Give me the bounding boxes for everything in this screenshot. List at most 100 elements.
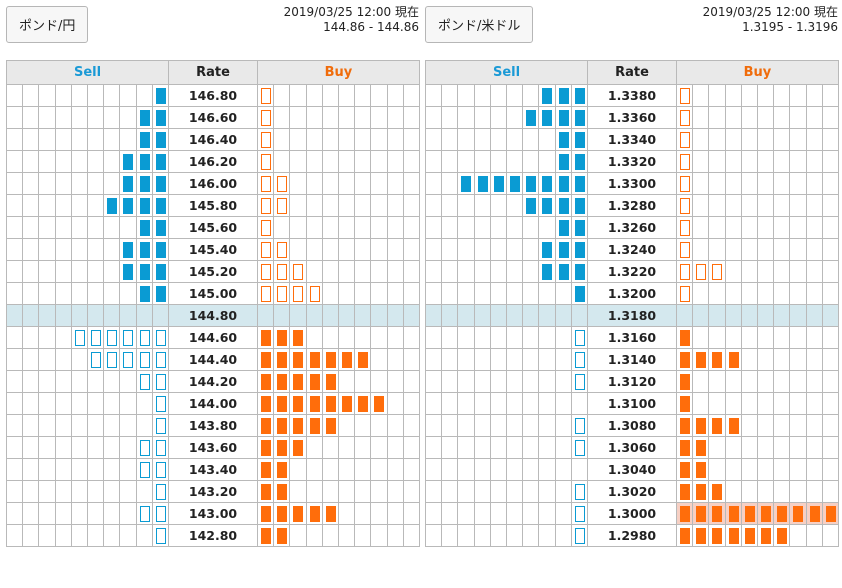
buy-cell [337, 502, 356, 525]
sell-cell [554, 414, 572, 437]
sell-cell [86, 524, 105, 547]
sell-cell [70, 348, 88, 371]
sell-cell [505, 106, 524, 129]
buy-cell [256, 128, 275, 151]
sell-cell [70, 238, 88, 261]
buy-cell [402, 480, 420, 503]
sell-cell [86, 436, 105, 459]
sell-cell [554, 128, 572, 151]
buy-volume-block [680, 198, 690, 214]
buy-cell [724, 282, 742, 305]
sell-cell [70, 414, 88, 437]
sell-cell [22, 414, 40, 437]
buy-cell [740, 392, 758, 415]
buy-cell [821, 238, 839, 261]
buy-cell [821, 150, 839, 173]
buy-cell [756, 348, 775, 371]
sell-cell [5, 128, 24, 151]
table-row: 146.20 [5, 150, 420, 173]
sell-cell [38, 128, 56, 151]
buy-cell [708, 128, 726, 151]
buy-cell [370, 216, 388, 239]
sell-cell [54, 414, 72, 437]
sell-cell [457, 436, 475, 459]
buy-cell [402, 458, 420, 481]
buy-cell [354, 524, 372, 547]
buy-volume-block [680, 462, 690, 478]
sell-cell [70, 304, 88, 327]
buy-cell [805, 480, 823, 503]
buy-cell [789, 128, 807, 151]
sell-cell [489, 502, 507, 525]
order-book-table: Sell Rate Buy 1.3380 1.3360 1.3340 1.3320 1.330… [424, 60, 839, 547]
buy-cell [370, 370, 388, 393]
buy-cell [805, 172, 823, 195]
sell-cell [22, 150, 40, 173]
sell-cell [135, 216, 153, 239]
currency-pair-button-gbpusd[interactable]: ポンド/米ドル [425, 6, 534, 43]
buy-volume-block [277, 242, 288, 258]
buy-volume-block [261, 418, 271, 434]
buy-volume-block [680, 374, 690, 390]
buy-cell [724, 348, 742, 371]
buy-cell [386, 128, 404, 151]
sell-cell [5, 436, 24, 459]
sell-cell [135, 458, 153, 481]
buy-volume-block [696, 264, 707, 280]
buy-cell [821, 414, 839, 437]
sell-cell [54, 150, 72, 173]
sell-cell [522, 392, 540, 415]
sell-volume-block [574, 440, 585, 456]
sell-cell [5, 392, 24, 415]
sell-volume-block [155, 418, 166, 434]
sell-cell [103, 84, 121, 107]
sell-cell [38, 106, 56, 129]
buy-cell [821, 370, 839, 393]
buy-cell [692, 348, 710, 371]
buy-cell [805, 348, 823, 371]
sell-volume-block [74, 330, 85, 346]
sell-cell [86, 370, 105, 393]
sell-cell [457, 304, 475, 327]
sell-volume-block [461, 176, 472, 192]
sell-cell [86, 348, 105, 371]
buy-cell [740, 348, 758, 371]
buy-cell [354, 348, 372, 371]
sell-cell [54, 106, 72, 129]
sell-cell [441, 150, 459, 173]
sell-cell [522, 106, 540, 129]
buy-column-header: Buy [676, 60, 839, 85]
buy-cell [321, 238, 339, 261]
buy-cell [805, 84, 823, 107]
buy-volume-block [680, 132, 690, 148]
sell-cell [538, 194, 556, 217]
sell-cell [424, 392, 443, 415]
sell-cell [5, 84, 24, 107]
sell-cell [489, 172, 507, 195]
sell-cell [505, 260, 524, 283]
sell-cell [70, 370, 88, 393]
table-row: 145.60 [5, 216, 420, 239]
sell-volume-block [574, 484, 585, 500]
sell-cell [22, 480, 40, 503]
buy-cell [305, 150, 323, 173]
sell-cell [457, 370, 475, 393]
buy-cell [692, 370, 710, 393]
sell-cell [457, 282, 475, 305]
buy-cell [273, 392, 291, 415]
buy-volume-block [712, 264, 723, 280]
sell-cell [538, 326, 556, 349]
buy-cell [724, 370, 742, 393]
quote-info: 2019/03/25 12:00 現在 144.86 - 144.86 [284, 5, 419, 35]
table-row: 1.3340 [424, 128, 839, 151]
buy-cell [305, 370, 323, 393]
buy-cell [708, 304, 726, 327]
currency-pair-button-gbpjpy[interactable]: ポンド/円 [6, 6, 89, 43]
table-row: 1.3060 [424, 436, 839, 459]
buy-volume-block [680, 286, 690, 302]
rate-value: 1.3280 [587, 194, 677, 217]
sell-cell [570, 238, 589, 261]
sell-cell [473, 458, 491, 481]
buy-column-header: Buy [257, 60, 420, 85]
sell-cell [135, 480, 153, 503]
